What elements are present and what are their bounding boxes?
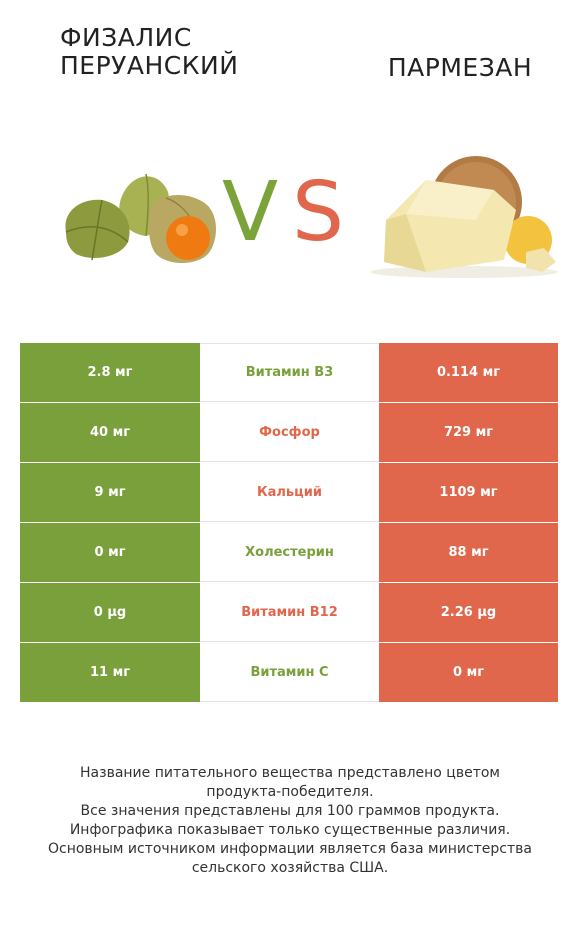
physalis-image bbox=[65, 173, 216, 263]
table-row: 0 мг Холестерин 88 мг bbox=[20, 523, 558, 583]
table-row: 40 мг Фосфор 729 мг bbox=[20, 403, 558, 463]
right-value: 2.26 µg bbox=[379, 583, 558, 642]
left-value: 0 мг bbox=[20, 523, 200, 582]
right-product-title: ПАРМЕЗАН bbox=[387, 53, 533, 82]
vs-s-letter: S bbox=[292, 165, 345, 260]
comparison-table: 2.8 мг Витамин B3 0.114 мг 40 мг Фосфор … bbox=[20, 343, 558, 703]
left-title-line-2: ПЕРУАНСКИЙ bbox=[60, 51, 239, 80]
footer-line: сельского хозяйства США. bbox=[191, 860, 389, 876]
table-row: 9 мг Кальций 1109 мг bbox=[20, 463, 558, 523]
table-row: 11 мг Витамин C 0 мг bbox=[20, 643, 558, 703]
nutrient-name: Фосфор bbox=[200, 403, 379, 462]
footer-line: Все значения представлены для 100 граммо… bbox=[80, 803, 500, 819]
right-value: 0 мг bbox=[379, 643, 558, 702]
left-value: 2.8 мг bbox=[20, 343, 200, 402]
footer-line: Название питательного вещества представл… bbox=[80, 765, 500, 781]
left-product-title: ФИЗАЛИС ПЕРУАНСКИЙ bbox=[60, 24, 280, 80]
left-value: 11 мг bbox=[20, 643, 200, 702]
left-title-line-1: ФИЗАЛИС bbox=[60, 23, 192, 52]
left-value: 40 мг bbox=[20, 403, 200, 462]
vs-label: V S bbox=[222, 168, 362, 258]
nutrient-name: Витамин C bbox=[200, 643, 379, 702]
vs-v-letter: V bbox=[222, 165, 279, 260]
right-value: 88 мг bbox=[379, 523, 558, 582]
table-row: 2.8 мг Витамин B3 0.114 мг bbox=[20, 343, 558, 403]
nutrient-name: Кальций bbox=[200, 463, 379, 522]
nutrient-name: Холестерин bbox=[200, 523, 379, 582]
nutrient-name: Витамин B3 bbox=[200, 343, 379, 402]
right-value: 729 мг bbox=[379, 403, 558, 462]
nutrient-name: Витамин B12 bbox=[200, 583, 379, 642]
footer-line: Основным источником информации является … bbox=[48, 841, 532, 857]
footer-line: продукта-победителя. bbox=[206, 784, 374, 800]
left-value: 0 µg bbox=[20, 583, 200, 642]
parmesan-image bbox=[370, 156, 558, 278]
left-value: 9 мг bbox=[20, 463, 200, 522]
right-value: 1109 мг bbox=[379, 463, 558, 522]
footer-line: Инфографика показывает только существенн… bbox=[69, 822, 511, 838]
footer-notes: Название питательного вещества представл… bbox=[20, 764, 560, 878]
table-row: 0 µg Витамин B12 2.26 µg bbox=[20, 583, 558, 643]
right-value: 0.114 мг bbox=[379, 343, 558, 402]
